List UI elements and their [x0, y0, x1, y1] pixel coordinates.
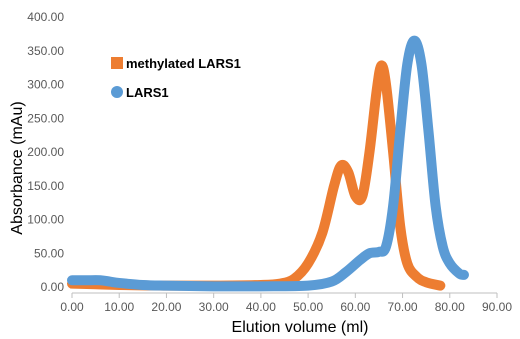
legend-label-lars1: LARS1 [126, 85, 169, 100]
y-tick-label: 0.00 [41, 280, 65, 294]
y-tick-label: 150.00 [27, 179, 64, 193]
x-tick-label: 10.00 [104, 300, 134, 314]
x-tick-label: 40.00 [246, 300, 276, 314]
y-tick-label: 400.00 [27, 10, 64, 24]
series-layer [67, 35, 469, 292]
x-tick-label: 0.00 [60, 300, 84, 314]
legend-marker-methylated-lars1 [111, 57, 123, 69]
legend-marker-lars1 [111, 86, 123, 98]
x-tick-label: 30.00 [199, 300, 229, 314]
x-tick-label: 80.00 [435, 300, 465, 314]
axis-layer: 0.00 10.00 20.00 30.00 40.00 50.00 60.00 70.00 8… [27, 10, 512, 314]
x-tick-label: 90.00 [482, 300, 512, 314]
series-line-lars1 [67, 35, 469, 292]
y-tick-label: 100.00 [27, 213, 64, 227]
y-tick-label: 300.00 [27, 78, 64, 92]
x-tick-label: 60.00 [340, 300, 370, 314]
x-tick-label: 20.00 [151, 300, 181, 314]
y-tick-label: 250.00 [27, 111, 64, 125]
y-axis-title: Absorbance (mAu) [9, 101, 26, 234]
y-tick-label: 50.00 [34, 246, 64, 260]
x-tick-label: 50.00 [293, 300, 323, 314]
y-tick-label: 350.00 [27, 44, 64, 58]
x-tick-label: 70.00 [388, 300, 418, 314]
x-axis-title: Elution volume (ml) [232, 319, 369, 336]
legend-label-methylated-lars1: methylated LARS1 [126, 56, 241, 71]
y-tick-label: 200.00 [27, 145, 64, 159]
legend: methylated LARS1 LARS1 [111, 56, 241, 100]
